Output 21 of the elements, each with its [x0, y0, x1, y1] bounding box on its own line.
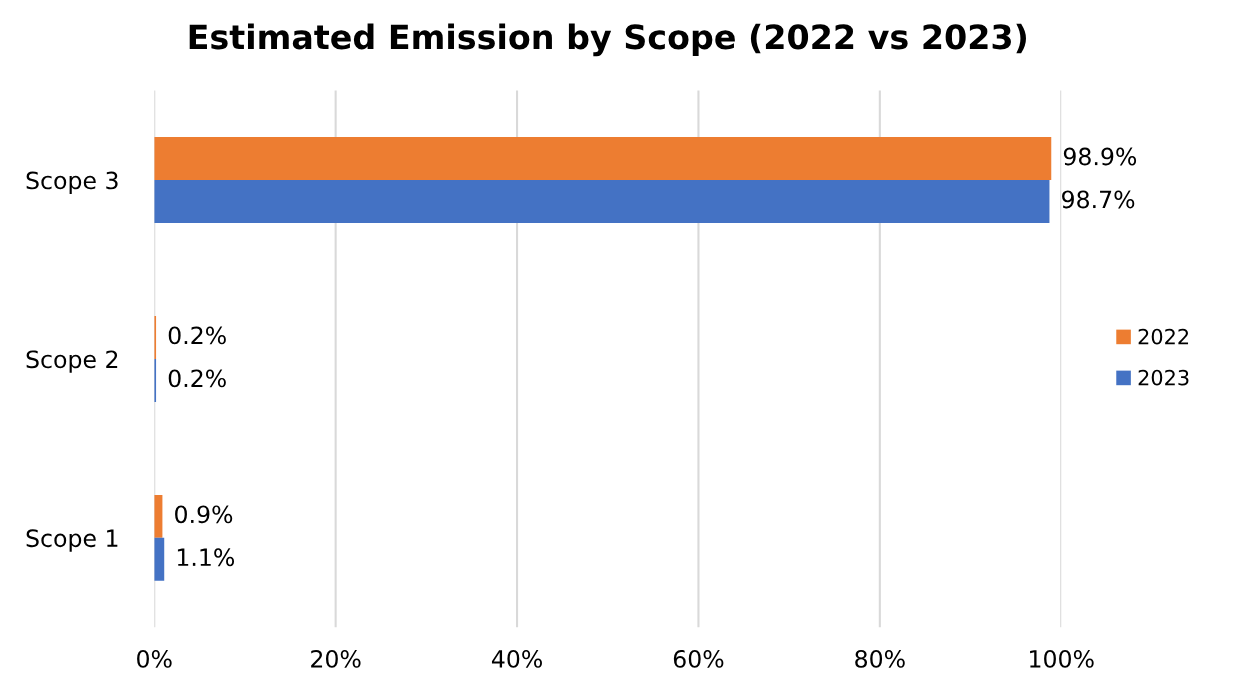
- y-tick-label: Scope 3: [26, 171, 118, 194]
- y-tick-label: Scope 1: [26, 529, 118, 552]
- data-label: 98.7%: [1062, 190, 1135, 209]
- y-tick-label: Scope 2: [26, 350, 118, 373]
- x-tick-label: 60%: [673, 649, 724, 668]
- data-label: 1.1%: [177, 548, 235, 567]
- legend-label: 2023: [1138, 369, 1189, 386]
- data-label: 0.9%: [175, 505, 233, 524]
- bar: [154, 180, 1050, 223]
- x-tick-label: 80%: [855, 649, 905, 668]
- x-tick-label: 100%: [1030, 649, 1094, 668]
- chart-title: Estimated Emission by Scope (2022 vs 2023): [189, 23, 1026, 57]
- x-tick-label: 40%: [491, 649, 542, 668]
- data-label: 0.2%: [168, 369, 226, 388]
- bar: [154, 137, 1052, 181]
- x-tick-label: 20%: [311, 649, 361, 668]
- legend-label: 2022: [1138, 328, 1189, 345]
- x-tick-label: 0%: [137, 649, 172, 668]
- data-label: 98.9%: [1063, 147, 1137, 166]
- bar: [154, 537, 165, 581]
- data-label: 0.2%: [168, 326, 226, 345]
